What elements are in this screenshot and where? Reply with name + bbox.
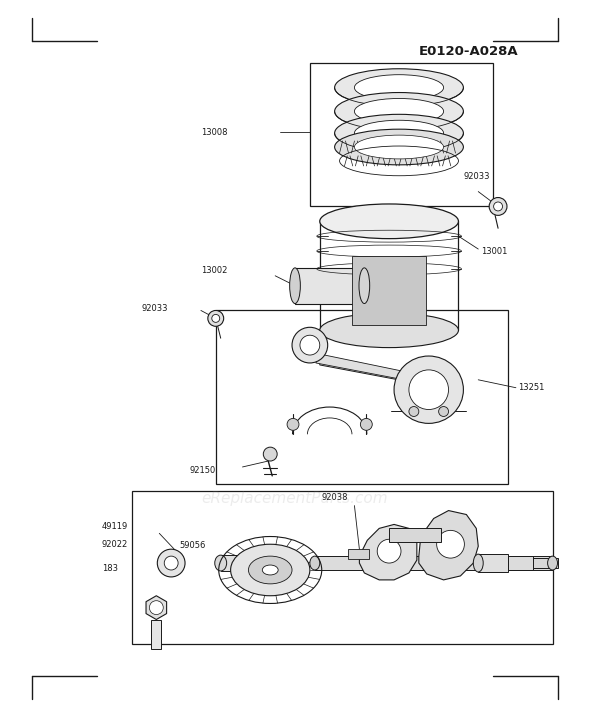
Text: 92150: 92150 bbox=[189, 467, 215, 475]
Bar bbox=[152, 619, 161, 649]
Text: 92033: 92033 bbox=[463, 172, 490, 181]
Ellipse shape bbox=[494, 202, 503, 211]
Ellipse shape bbox=[394, 356, 463, 423]
Circle shape bbox=[287, 419, 299, 430]
Bar bbox=[295, 268, 365, 303]
Bar bbox=[348, 549, 369, 559]
Text: 13001: 13001 bbox=[481, 247, 507, 255]
Bar bbox=[389, 528, 441, 542]
Bar bbox=[352, 256, 426, 326]
Ellipse shape bbox=[335, 92, 463, 130]
Ellipse shape bbox=[355, 75, 444, 100]
Ellipse shape bbox=[212, 315, 219, 323]
Circle shape bbox=[377, 539, 401, 563]
Text: eReplacementParts.com: eReplacementParts.com bbox=[202, 491, 388, 506]
Ellipse shape bbox=[158, 549, 185, 577]
Ellipse shape bbox=[320, 313, 458, 348]
Bar bbox=[221, 555, 275, 571]
Ellipse shape bbox=[231, 544, 310, 596]
Ellipse shape bbox=[409, 370, 448, 409]
Bar bbox=[478, 554, 508, 572]
Ellipse shape bbox=[335, 69, 463, 106]
Circle shape bbox=[263, 447, 277, 461]
Circle shape bbox=[438, 407, 448, 417]
Ellipse shape bbox=[489, 197, 507, 215]
Bar bbox=[132, 490, 553, 645]
Circle shape bbox=[360, 419, 372, 430]
Ellipse shape bbox=[335, 114, 463, 152]
Polygon shape bbox=[359, 524, 417, 580]
Bar bbox=[508, 556, 533, 570]
Text: 59056: 59056 bbox=[179, 541, 205, 550]
Bar bbox=[310, 63, 493, 206]
Ellipse shape bbox=[300, 336, 320, 355]
Ellipse shape bbox=[310, 556, 320, 570]
Ellipse shape bbox=[355, 120, 444, 146]
Ellipse shape bbox=[290, 268, 300, 303]
Ellipse shape bbox=[215, 555, 227, 571]
Text: 92033: 92033 bbox=[142, 304, 168, 313]
Bar bbox=[216, 310, 508, 484]
Ellipse shape bbox=[355, 98, 444, 124]
Polygon shape bbox=[146, 596, 166, 619]
Polygon shape bbox=[316, 354, 411, 380]
Polygon shape bbox=[419, 511, 478, 580]
Circle shape bbox=[437, 531, 464, 558]
Ellipse shape bbox=[359, 268, 370, 303]
Ellipse shape bbox=[335, 129, 463, 165]
Ellipse shape bbox=[355, 135, 444, 159]
Text: 92022: 92022 bbox=[102, 540, 128, 549]
Ellipse shape bbox=[263, 565, 278, 575]
Circle shape bbox=[409, 407, 419, 417]
Ellipse shape bbox=[208, 310, 224, 326]
Text: E0120-A028A: E0120-A028A bbox=[419, 45, 519, 58]
Ellipse shape bbox=[164, 556, 178, 570]
Ellipse shape bbox=[248, 556, 292, 584]
Circle shape bbox=[149, 601, 163, 614]
Text: 13251: 13251 bbox=[518, 383, 544, 392]
Ellipse shape bbox=[320, 204, 458, 239]
Text: 49119: 49119 bbox=[102, 522, 128, 531]
Text: 13002: 13002 bbox=[201, 266, 227, 275]
Bar bbox=[315, 556, 553, 570]
Polygon shape bbox=[320, 357, 409, 381]
Text: 183: 183 bbox=[102, 564, 118, 572]
Ellipse shape bbox=[548, 556, 558, 570]
Text: 13008: 13008 bbox=[201, 128, 227, 137]
Ellipse shape bbox=[292, 327, 327, 363]
Ellipse shape bbox=[473, 554, 483, 572]
Ellipse shape bbox=[269, 555, 281, 571]
Text: 92038: 92038 bbox=[322, 493, 348, 502]
Bar bbox=[533, 558, 558, 568]
